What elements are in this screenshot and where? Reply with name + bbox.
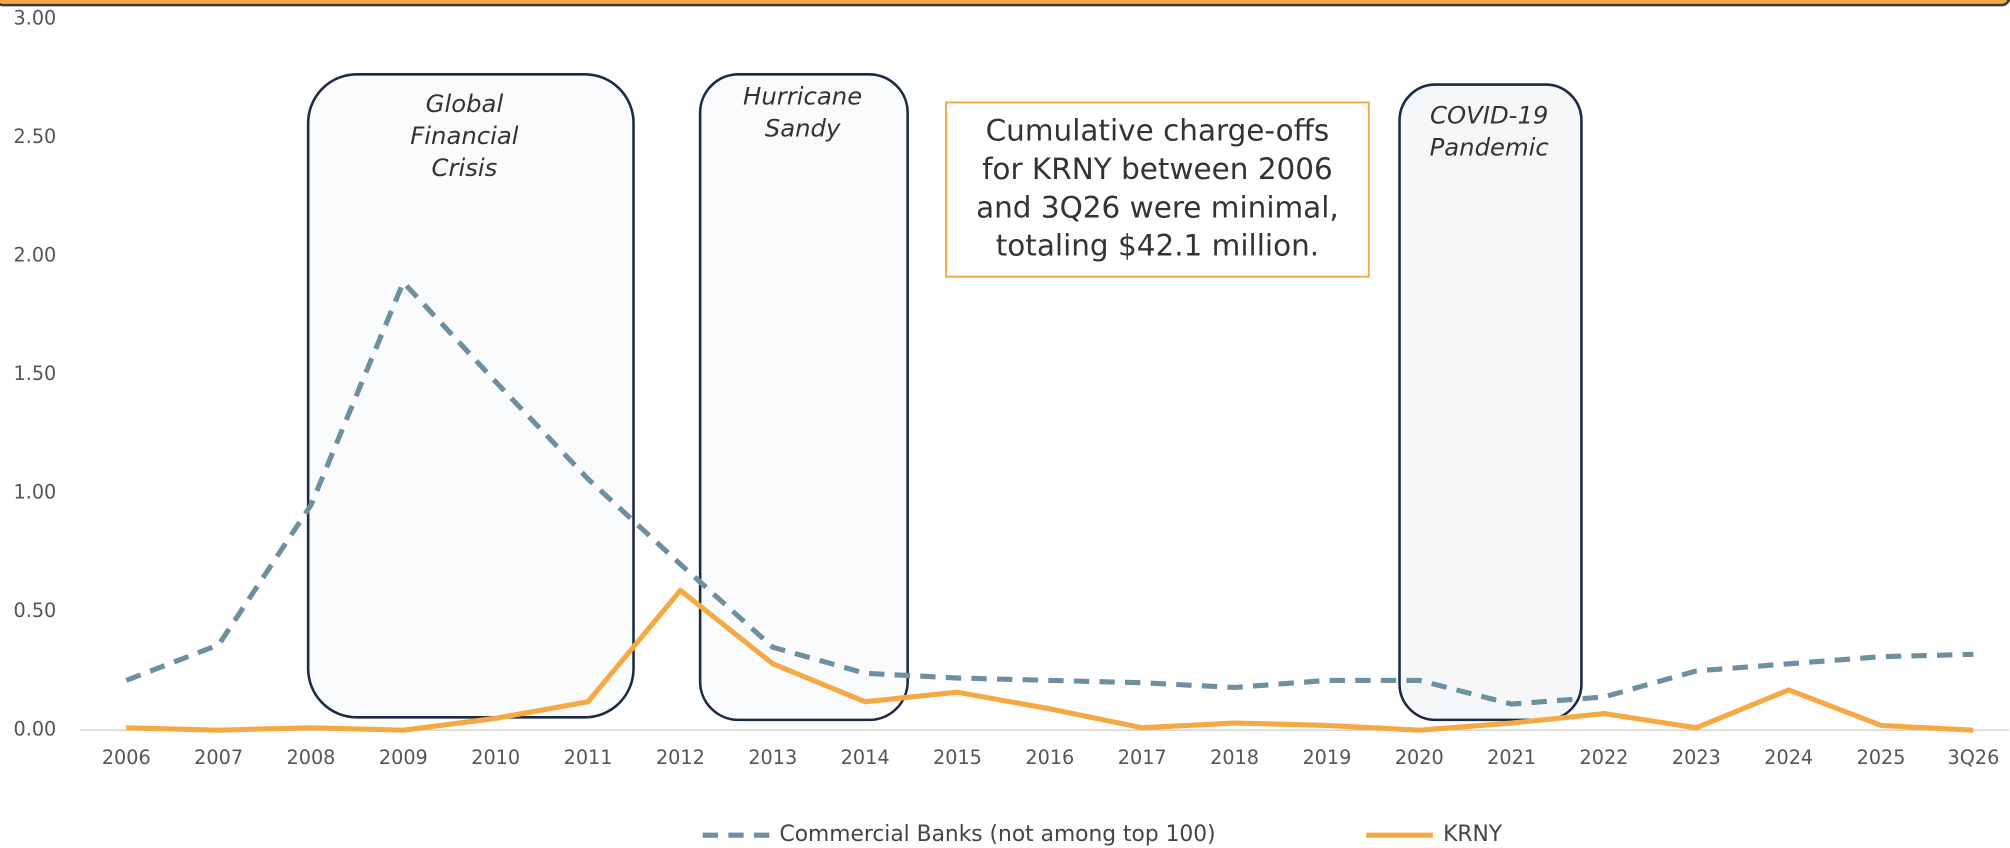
x-tick-label: 2014 <box>841 746 890 769</box>
x-tick-label: 2018 <box>1210 746 1259 769</box>
y-tick-label: 0.50 <box>14 599 57 622</box>
text-box-line: totaling $42.1 million. <box>996 229 1319 263</box>
x-tick-label: 2009 <box>379 746 428 769</box>
annotation: Crisis <box>432 153 498 182</box>
annotation: COVID-19 <box>1430 101 1548 130</box>
annotation: Pandemic <box>1430 133 1550 162</box>
text-box <box>945 101 1370 278</box>
x-tick-label: 2022 <box>1580 746 1629 769</box>
x-tick-label: 2019 <box>1302 746 1351 769</box>
x-tick-label: 2006 <box>102 746 151 769</box>
y-tick-label: 0.00 <box>14 718 57 741</box>
annotation: Sandy <box>765 113 841 142</box>
x-tick-label: 2024 <box>1764 746 1813 769</box>
y-tick-label: 1.00 <box>14 481 57 504</box>
x-tick-label: 2016 <box>1025 746 1074 769</box>
period-box <box>698 73 909 722</box>
x-tick-label: 2017 <box>1118 746 1167 769</box>
annotation: Hurricane <box>743 81 862 110</box>
legend-label: Commercial Banks (not among top 100) <box>780 822 1216 847</box>
text-box-line: and 3Q26 were minimal, <box>976 190 1339 224</box>
legend-label: KRNY <box>1443 822 1503 847</box>
x-tick-label: 2025 <box>1857 746 1906 769</box>
x-tick-label: 2023 <box>1672 746 1721 769</box>
y-tick-label: 1.50 <box>14 362 57 385</box>
annotation: Global <box>426 89 504 118</box>
annotation: Financial <box>410 121 519 150</box>
x-tick-label: 2007 <box>194 746 243 769</box>
series-line <box>126 587 1974 733</box>
header-bar <box>0 0 2010 7</box>
x-tick-label: 2020 <box>1395 746 1444 769</box>
series-line <box>125 279 1974 707</box>
x-tick-label: 2011 <box>564 746 613 769</box>
x-tick-label: 3Q26 <box>1948 746 2000 769</box>
period-box <box>1398 83 1583 722</box>
x-tick-label: 2008 <box>287 746 336 769</box>
x-tick-label: 2021 <box>1487 746 1536 769</box>
x-tick-label: 2015 <box>933 746 982 769</box>
period-box <box>306 73 635 719</box>
y-tick-label: 2.50 <box>14 125 57 148</box>
x-tick-label: 2013 <box>748 746 797 769</box>
text-box-line: Cumulative charge-offs <box>986 113 1330 147</box>
x-tick-label: 2010 <box>471 746 520 769</box>
x-tick-label: 2012 <box>656 746 705 769</box>
text-box-line: for KRNY between 2006 <box>982 152 1333 186</box>
y-tick-label: 2.00 <box>14 244 57 267</box>
y-tick-label: 3.00 <box>14 7 57 30</box>
